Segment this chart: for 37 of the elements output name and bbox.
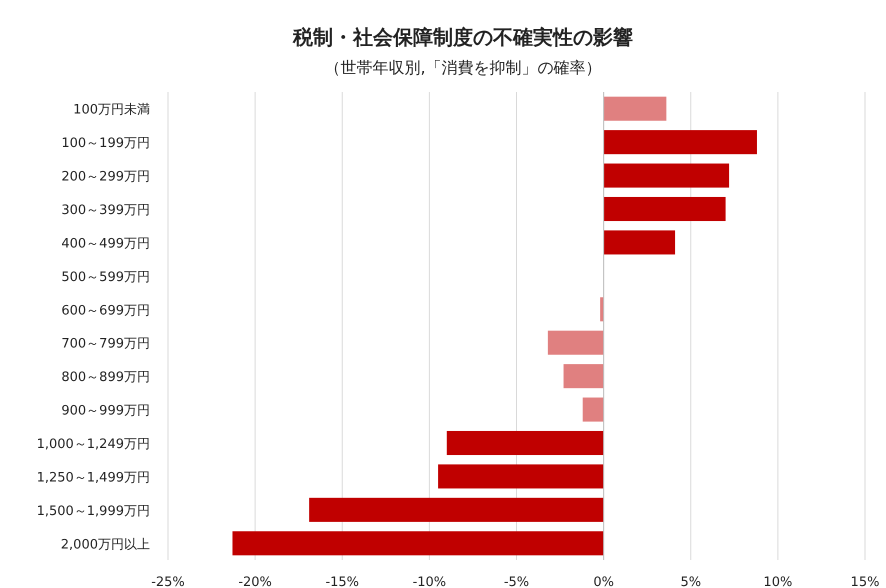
y-tick-label: 800～899万円	[61, 370, 150, 386]
y-tick-label: 700～799万円	[61, 336, 150, 352]
x-tick-label: -15%	[325, 575, 360, 588]
y-tick-label: 500～599万円	[61, 270, 150, 285]
chart-title: 税制・社会保障制度の不確実性の影響	[292, 25, 633, 49]
chart-subtitle: （世帯年収別,「消費を抑制」の確率）	[324, 58, 602, 77]
y-tick-label: 1,500～1,999万円	[36, 504, 150, 519]
bar	[604, 164, 730, 188]
bar	[604, 130, 757, 154]
bar	[438, 464, 604, 488]
bar	[604, 196, 726, 222]
x-tick-label: 0%	[593, 575, 614, 588]
x-tick-label: 10%	[763, 575, 792, 588]
bar	[309, 498, 604, 522]
y-tick-label: 600～699万円	[61, 303, 150, 318]
y-tick-label: 100万円未満	[73, 102, 150, 118]
y-tick-label: 100～199万円	[61, 136, 150, 152]
bar	[548, 330, 604, 355]
y-tick-label: 2,000万円以上	[60, 537, 150, 552]
y-tick-label: 300～399万円	[61, 203, 150, 218]
bar	[604, 230, 676, 254]
x-tick-label: -25%	[151, 575, 185, 588]
y-tick-label: 1,250～1,499万円	[36, 470, 150, 486]
x-tick-label: -20%	[238, 575, 272, 588]
bar	[232, 531, 604, 556]
bar	[604, 96, 666, 121]
y-tick-label: 1,000～1,249万円	[36, 437, 150, 452]
bar	[582, 398, 604, 422]
x-tick-label: 15%	[850, 575, 880, 588]
bar	[564, 364, 604, 388]
y-tick-label: 400～499万円	[61, 236, 150, 252]
y-tick-label: 200～299万円	[61, 170, 150, 185]
y-tick-label: 900～999万円	[61, 404, 150, 419]
x-tick-label: -10%	[412, 575, 446, 588]
x-tick-label: -5%	[504, 575, 530, 588]
bar	[446, 430, 604, 456]
x-tick-label: 5%	[680, 575, 702, 588]
